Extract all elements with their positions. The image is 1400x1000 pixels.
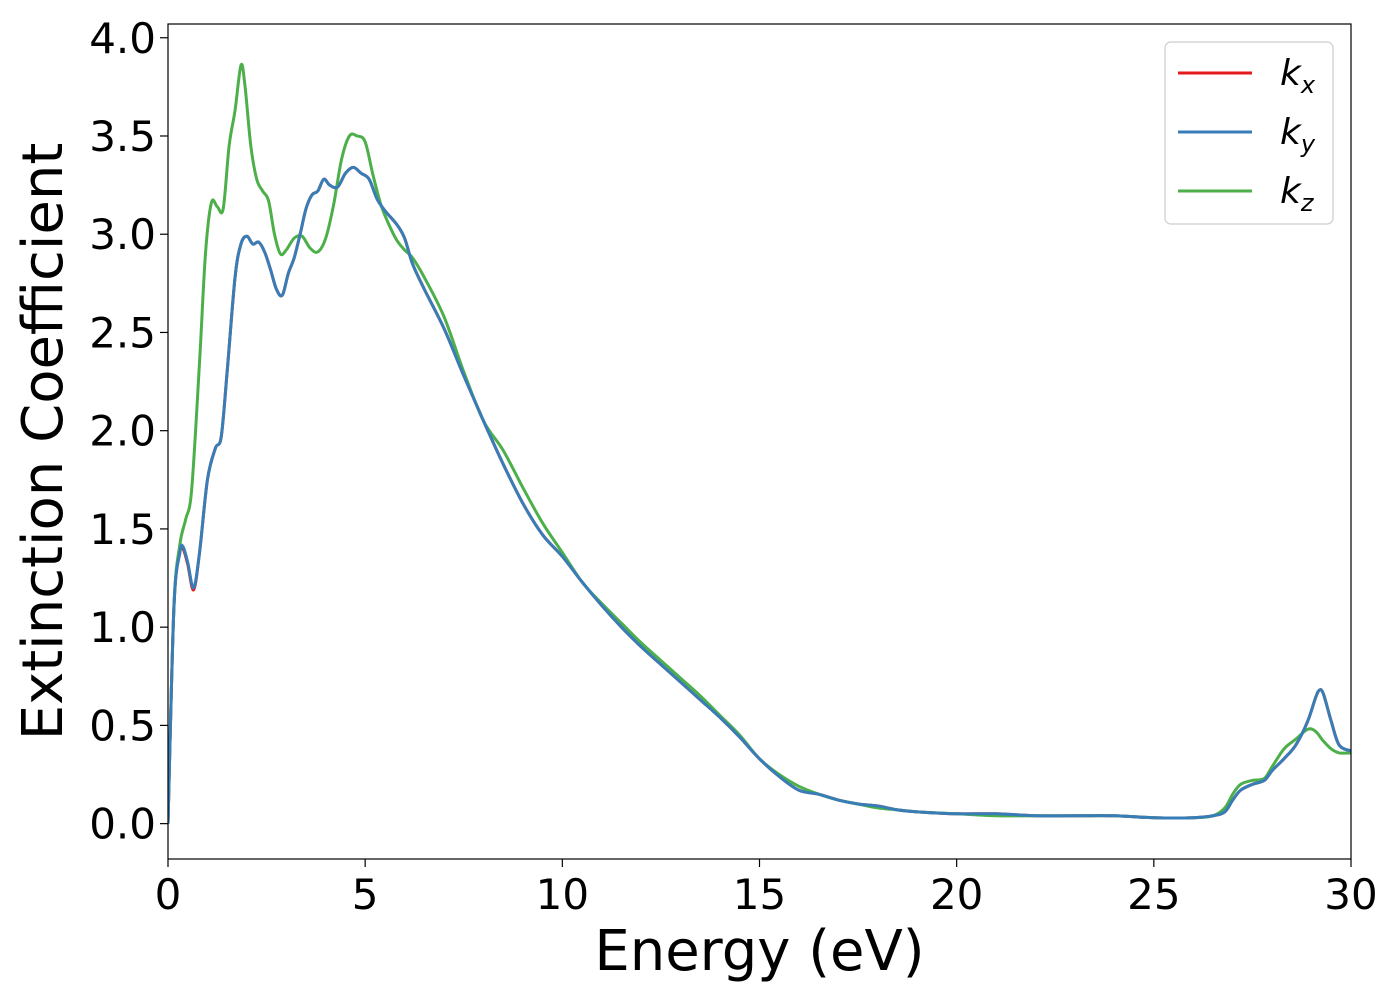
y-tick-label: 0.0 bbox=[89, 800, 156, 849]
y-tick-label: 4.0 bbox=[89, 14, 156, 63]
y-tick-label: 1.5 bbox=[89, 505, 156, 554]
y-axis: 0.0 0.5 1.0 1.5 2.0 2.5 3.0 3.5 4.0 bbox=[89, 14, 168, 849]
x-tick-label: 15 bbox=[733, 870, 786, 919]
legend-label-z: kz bbox=[1280, 171, 1315, 217]
legend-label-y: ky bbox=[1280, 112, 1316, 158]
x-tick-label: 5 bbox=[352, 870, 379, 919]
y-tick-label: 3.5 bbox=[89, 112, 156, 161]
x-axis-label: Energy (eV) bbox=[594, 919, 924, 984]
legend: kx ky kz bbox=[1164, 41, 1334, 225]
x-tick-label: 30 bbox=[1324, 870, 1377, 919]
x-tick-label: 20 bbox=[930, 870, 983, 919]
legend-label-x: kx bbox=[1280, 53, 1316, 99]
x-axis: 0 5 10 15 20 25 30 bbox=[155, 859, 1378, 919]
y-tick-label: 2.0 bbox=[89, 407, 156, 456]
series-line-y bbox=[168, 165, 1351, 824]
x-tick-label: 10 bbox=[536, 870, 589, 919]
series-layer bbox=[168, 62, 1351, 824]
y-tick-label: 2.5 bbox=[89, 308, 156, 357]
y-tick-label: 3.0 bbox=[89, 210, 156, 259]
x-tick-label: 0 bbox=[155, 870, 182, 919]
y-tick-label: 1.0 bbox=[89, 603, 156, 652]
y-axis-label: Extinction Coefficient bbox=[11, 143, 76, 741]
x-tick-label: 25 bbox=[1127, 870, 1180, 919]
y-tick-label: 0.5 bbox=[89, 701, 156, 750]
